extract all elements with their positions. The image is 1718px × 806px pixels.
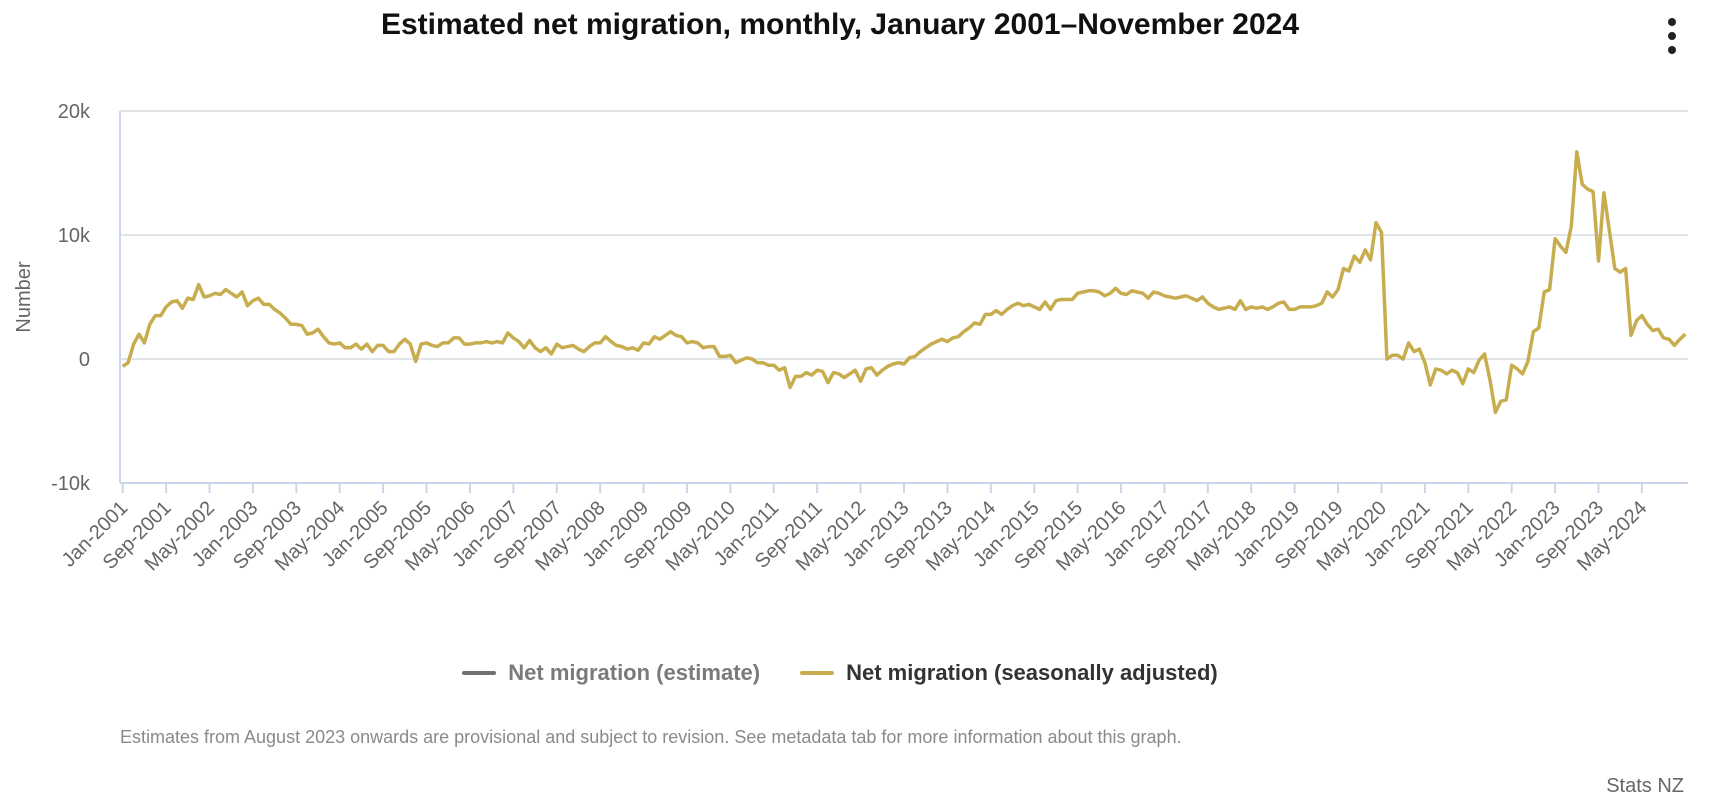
series-line-seasonally-adjusted [121,150,1687,415]
grid-layer [120,110,1688,484]
chart-title: Estimated net migration, monthly, Januar… [380,8,1300,41]
y-tick-label: 20k [58,101,91,123]
y-tick-label: -10k [51,473,91,495]
line-chart: -10k010k20kNumberJan-2001Sep-2001May-200… [13,101,1688,575]
y-axis-title: Number [13,261,35,332]
footnote: Estimates from August 2023 onwards are p… [120,727,1182,747]
y-tick-label: 10k [58,225,91,247]
credit-text: Stats NZ [1606,775,1684,797]
more-vertical-icon[interactable] [1660,18,1684,58]
legend: Net migration (estimate) Net migration (… [0,660,1680,686]
legend-label-seasonal: Net migration (seasonally adjusted) [846,660,1218,685]
legend-item-estimate[interactable]: Net migration (estimate) [462,660,760,686]
legend-swatch-seasonal [800,671,835,675]
series-layer [121,150,1687,415]
label-layer: -10k010k20kNumberJan-2001Sep-2001May-200… [13,101,1651,575]
legend-item-seasonal[interactable]: Net migration (seasonally adjusted) [800,660,1218,686]
legend-swatch-estimate [462,671,497,675]
legend-label-estimate: Net migration (estimate) [508,660,761,685]
y-tick-label: 0 [79,349,90,371]
axis-layer [119,111,1643,493]
